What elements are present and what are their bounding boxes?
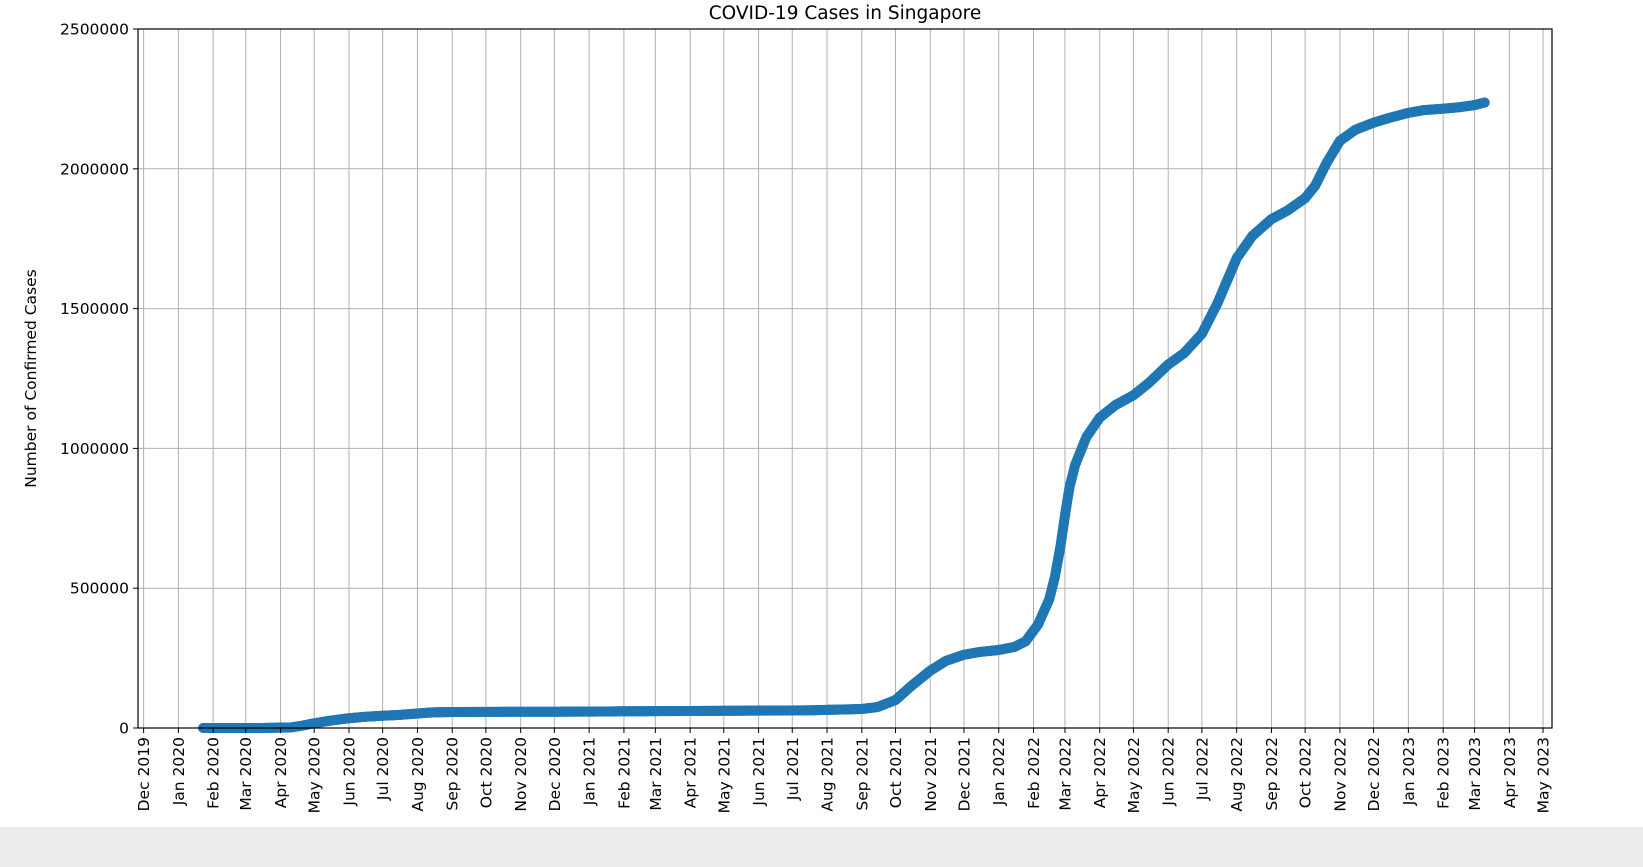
x-tick-label: Dec 2020: [546, 737, 564, 811]
x-tick-label: Jun 2021: [750, 737, 768, 807]
x-tick-label: Jan 2023: [1400, 737, 1418, 806]
x-tick-label: Jul 2021: [784, 737, 802, 801]
x-tick-label: Jul 2020: [374, 737, 392, 801]
plot-area-frame: [137, 28, 1553, 729]
x-tick-label: Feb 2022: [1025, 737, 1043, 809]
x-tick-label: Apr 2022: [1091, 737, 1109, 808]
x-tick-label: Dec 2019: [135, 737, 153, 811]
x-tick-label: Jan 2022: [990, 737, 1008, 806]
x-tick-label: Nov 2022: [1331, 737, 1349, 812]
x-tick-label: Dec 2021: [955, 737, 973, 811]
x-tick-label: May 2022: [1125, 737, 1143, 813]
x-tick-label: Apr 2023: [1501, 737, 1519, 808]
x-tick-label: Jun 2020: [340, 737, 358, 807]
data-point: [1479, 97, 1490, 108]
x-tick-label: Sep 2021: [853, 737, 871, 811]
axis-ticks: 0 500000 1000000 1500000 2000000 2500000 Dec 2…: [60, 21, 1553, 814]
x-tick-label: Feb 2021: [615, 737, 633, 809]
y-tick-label: 1000000: [60, 440, 129, 458]
x-tick-label: Sep 2022: [1263, 737, 1281, 811]
x-tick-label: Jan 2021: [581, 737, 599, 806]
data-point: [1055, 541, 1066, 552]
bottom-margin-strip: [0, 827, 1643, 867]
y-tick-label: 2500000: [60, 21, 129, 39]
x-tick-label: Aug 2021: [819, 737, 837, 812]
y-tick-label: 1500000: [60, 300, 129, 318]
x-tick-label: Aug 2020: [409, 737, 427, 812]
x-tick-label: Oct 2020: [477, 737, 495, 808]
x-tick-label: Nov 2021: [922, 737, 940, 812]
y-tick-label: 500000: [70, 580, 129, 598]
data-series: [198, 97, 1490, 733]
x-tick-label: Mar 2020: [237, 737, 255, 811]
x-tick-label: Feb 2023: [1435, 737, 1453, 809]
x-tick-label: Apr 2020: [272, 737, 290, 808]
data-point: [1058, 518, 1069, 529]
x-tick-label: May 2023: [1535, 737, 1553, 813]
grid-lines: [138, 28, 1552, 729]
x-tick-label: Jun 2022: [1160, 737, 1178, 807]
y-tick-label: 0: [119, 720, 129, 738]
data-point: [1057, 525, 1068, 536]
series-trace: [198, 97, 1490, 733]
x-tick-label: Oct 2021: [887, 737, 905, 808]
y-tick-label: 2000000: [60, 160, 129, 178]
chart-title: COVID-19 Cases in Singapore: [709, 3, 981, 24]
data-point: [1056, 533, 1067, 544]
x-tick-label: May 2020: [306, 737, 324, 813]
x-tick-label: Aug 2022: [1228, 737, 1246, 812]
x-tick-label: Mar 2023: [1466, 737, 1484, 811]
x-tick-label: Oct 2022: [1297, 737, 1315, 808]
x-tick-label: Sep 2020: [444, 737, 462, 811]
x-tick-label: Dec 2022: [1365, 737, 1383, 811]
x-tick-label: Apr 2021: [682, 737, 700, 808]
x-tick-label: Jan 2020: [170, 737, 188, 806]
x-tick-label: Nov 2020: [512, 737, 530, 812]
x-tick-label: Jul 2022: [1193, 737, 1211, 801]
y-axis-label: Number of Confirmed Cases: [22, 269, 40, 487]
x-tick-label: Mar 2021: [647, 737, 665, 811]
x-tick-label: Feb 2020: [205, 737, 223, 809]
x-tick-label: May 2021: [715, 737, 733, 813]
x-tick-label: Mar 2022: [1056, 737, 1074, 811]
